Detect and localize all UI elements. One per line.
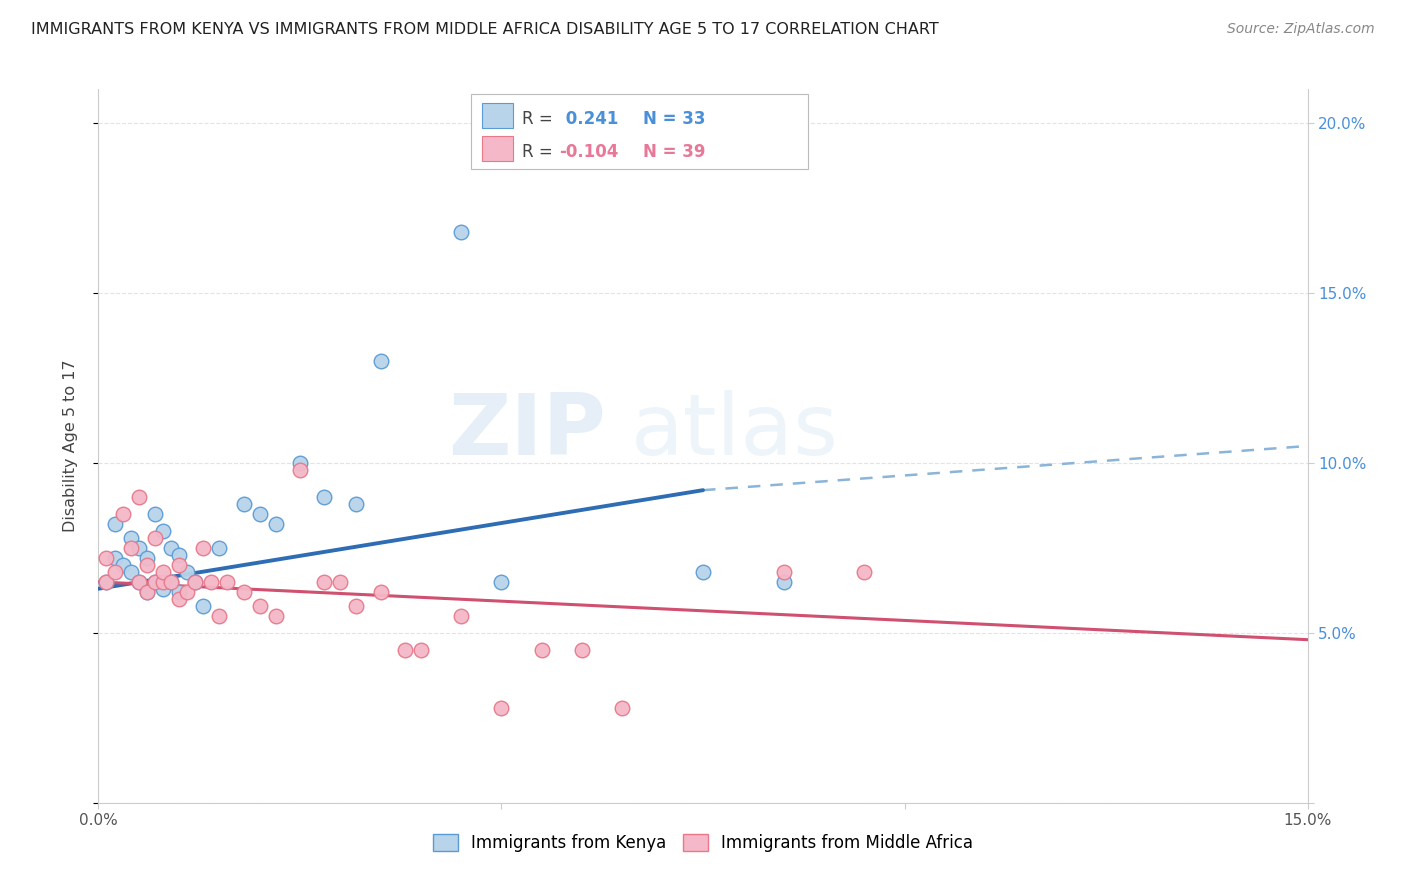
Text: -0.104: -0.104 bbox=[560, 143, 619, 161]
Point bbox=[853, 565, 876, 579]
Text: atlas: atlas bbox=[630, 390, 838, 474]
Point bbox=[135, 585, 157, 599]
Point bbox=[143, 574, 166, 589]
Point bbox=[143, 507, 166, 521]
Point bbox=[167, 548, 190, 562]
Point bbox=[232, 585, 254, 599]
Text: Source: ZipAtlas.com: Source: ZipAtlas.com bbox=[1227, 22, 1375, 37]
Point bbox=[111, 558, 134, 572]
Point bbox=[264, 608, 287, 623]
Point bbox=[288, 456, 311, 470]
Point bbox=[152, 565, 174, 579]
Text: 0.241: 0.241 bbox=[560, 110, 619, 128]
Legend: Immigrants from Kenya, Immigrants from Middle Africa: Immigrants from Kenya, Immigrants from M… bbox=[426, 827, 980, 859]
Point bbox=[160, 541, 183, 555]
Point bbox=[176, 585, 198, 599]
Point bbox=[160, 574, 183, 589]
Point bbox=[96, 551, 118, 566]
Point bbox=[128, 541, 150, 555]
Point bbox=[530, 643, 553, 657]
Point bbox=[232, 497, 254, 511]
Point bbox=[370, 354, 392, 368]
Point bbox=[135, 585, 157, 599]
Point bbox=[167, 558, 190, 572]
Point bbox=[491, 574, 513, 589]
Point bbox=[217, 574, 239, 589]
Point bbox=[208, 608, 231, 623]
Point bbox=[152, 574, 174, 589]
Text: R =: R = bbox=[522, 143, 558, 161]
Point bbox=[208, 541, 231, 555]
Point bbox=[135, 551, 157, 566]
Point bbox=[200, 574, 222, 589]
Point bbox=[167, 591, 190, 606]
Point bbox=[167, 585, 190, 599]
Point bbox=[249, 507, 271, 521]
Point bbox=[450, 225, 472, 239]
Point bbox=[152, 524, 174, 538]
Text: IMMIGRANTS FROM KENYA VS IMMIGRANTS FROM MIDDLE AFRICA DISABILITY AGE 5 TO 17 CO: IMMIGRANTS FROM KENYA VS IMMIGRANTS FROM… bbox=[31, 22, 939, 37]
Text: R =: R = bbox=[522, 110, 558, 128]
Point bbox=[314, 574, 336, 589]
Point bbox=[612, 700, 634, 714]
Point bbox=[128, 490, 150, 504]
Point bbox=[450, 608, 472, 623]
Point bbox=[120, 565, 142, 579]
Point bbox=[264, 517, 287, 532]
Point bbox=[184, 574, 207, 589]
Point bbox=[329, 574, 352, 589]
Point bbox=[160, 574, 183, 589]
Point bbox=[409, 643, 432, 657]
Point bbox=[111, 507, 134, 521]
Point bbox=[772, 574, 794, 589]
Point bbox=[152, 582, 174, 596]
Text: N = 33: N = 33 bbox=[643, 110, 704, 128]
Point bbox=[128, 574, 150, 589]
Point bbox=[394, 643, 416, 657]
Text: ZIP: ZIP bbox=[449, 390, 606, 474]
Point bbox=[184, 574, 207, 589]
Point bbox=[103, 517, 125, 532]
Point bbox=[143, 574, 166, 589]
Point bbox=[103, 565, 125, 579]
Point bbox=[176, 565, 198, 579]
Text: N = 39: N = 39 bbox=[643, 143, 704, 161]
Point bbox=[344, 497, 367, 511]
Point bbox=[103, 551, 125, 566]
Point bbox=[571, 643, 593, 657]
Point bbox=[193, 599, 215, 613]
Point bbox=[143, 531, 166, 545]
Point bbox=[120, 541, 142, 555]
Point bbox=[491, 700, 513, 714]
Point bbox=[193, 541, 215, 555]
Point bbox=[344, 599, 367, 613]
Point bbox=[120, 531, 142, 545]
Point bbox=[370, 585, 392, 599]
Point bbox=[128, 574, 150, 589]
Point bbox=[96, 574, 118, 589]
Point bbox=[249, 599, 271, 613]
Point bbox=[314, 490, 336, 504]
Point bbox=[96, 574, 118, 589]
Y-axis label: Disability Age 5 to 17: Disability Age 5 to 17 bbox=[63, 359, 77, 533]
Point bbox=[135, 558, 157, 572]
Point bbox=[772, 565, 794, 579]
Point bbox=[692, 565, 714, 579]
Point bbox=[288, 463, 311, 477]
